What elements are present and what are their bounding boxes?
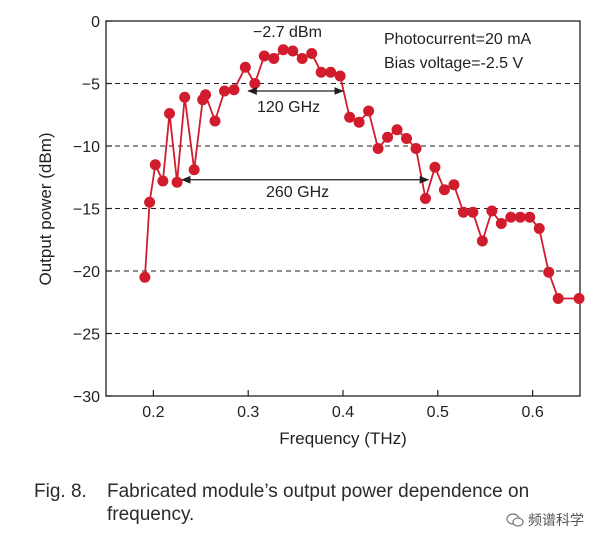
data-point: [573, 293, 585, 304]
power-series: [139, 44, 585, 304]
x-tick-label: 0.2: [142, 404, 164, 421]
data-point: [467, 206, 479, 218]
x-tick-label: 0.6: [521, 404, 543, 421]
data-point: [514, 211, 526, 223]
bias-voltage-label: Bias voltage=-2.5 V: [384, 55, 524, 72]
data-point: [552, 293, 564, 304]
data-point: [209, 115, 221, 127]
data-point: [296, 53, 308, 64]
data-point: [164, 108, 176, 119]
data-point: [188, 164, 200, 176]
output-power-chart: 0.2 0.3 0.4 0.5 0.6 0 −5 −10 −15 −20 −25 −30 −2.7 …: [36, 14, 585, 448]
data-point: [268, 53, 280, 64]
wechat-icon: [506, 513, 524, 527]
data-point: [249, 78, 261, 89]
data-point: [228, 84, 240, 96]
figure-caption: Fig. 8. Fabricated module’s output power…: [34, 480, 594, 526]
data-point: [382, 131, 394, 143]
data-point: [533, 223, 545, 234]
y-tick-label: −30: [73, 389, 100, 406]
data-point: [157, 175, 169, 187]
caption-figure-number: Fig. 8.: [34, 481, 87, 502]
x-axis-title: Frequency (THz): [279, 429, 407, 448]
data-point: [171, 176, 183, 188]
data-point: [419, 193, 431, 204]
bandwidth-260-label: 260 GHz: [266, 184, 329, 201]
caption-text: Fabricated module’s output power depende…: [107, 481, 530, 525]
data-point: [495, 218, 507, 229]
data-point: [179, 91, 191, 103]
x-tick-label: 0.3: [237, 404, 259, 421]
data-point: [505, 211, 517, 223]
y-tick-label: −10: [73, 139, 100, 156]
data-point: [401, 133, 413, 144]
data-point: [315, 66, 327, 78]
watermark: 频谱科学: [506, 510, 584, 530]
data-point: [363, 105, 375, 117]
data-point: [448, 179, 460, 191]
data-point: [139, 271, 151, 283]
data-point: [524, 211, 536, 223]
data-point: [258, 50, 270, 62]
data-point: [287, 45, 299, 57]
data-point: [277, 44, 289, 56]
data-point: [476, 235, 488, 247]
photocurrent-label: Photocurrent=20 mA: [384, 31, 532, 48]
y-tick-label: 0: [91, 14, 100, 31]
series-line: [144, 48, 580, 300]
data-point: [438, 184, 450, 196]
data-point: [239, 61, 251, 73]
data-point: [334, 70, 346, 82]
data-point: [219, 85, 230, 97]
y-tick-label: −20: [73, 264, 100, 281]
y-axis-ticks: 0 −5 −10 −15 −20 −25 −30: [73, 14, 112, 406]
data-point: [149, 159, 161, 171]
data-point: [410, 143, 422, 154]
data-point: [325, 66, 337, 78]
data-point: [200, 89, 212, 101]
peak-label: −2.7 dBm: [253, 24, 322, 41]
data-point: [391, 124, 403, 136]
data-point: [543, 266, 555, 278]
y-tick-label: −15: [73, 202, 100, 219]
y-tick-label: −25: [73, 327, 100, 344]
y-tick-label: −5: [82, 77, 100, 94]
gridlines: [106, 83, 580, 334]
data-point: [353, 116, 365, 128]
data-point: [306, 48, 318, 59]
data-point: [457, 206, 469, 218]
data-point: [429, 161, 441, 173]
x-axis-ticks: 0.2 0.3 0.4 0.5 0.6: [142, 390, 544, 421]
data-point: [344, 111, 356, 123]
data-point: [486, 205, 498, 217]
x-tick-label: 0.5: [427, 404, 449, 421]
data-point: [372, 143, 384, 154]
data-point: [144, 196, 156, 208]
bandwidth-120-label: 120 GHz: [257, 99, 320, 116]
y-axis-title: Output power (dBm): [36, 132, 55, 285]
x-tick-label: 0.4: [332, 404, 354, 421]
watermark-text: 频谱科学: [528, 512, 584, 528]
bandwidth-arrows: [180, 87, 430, 184]
